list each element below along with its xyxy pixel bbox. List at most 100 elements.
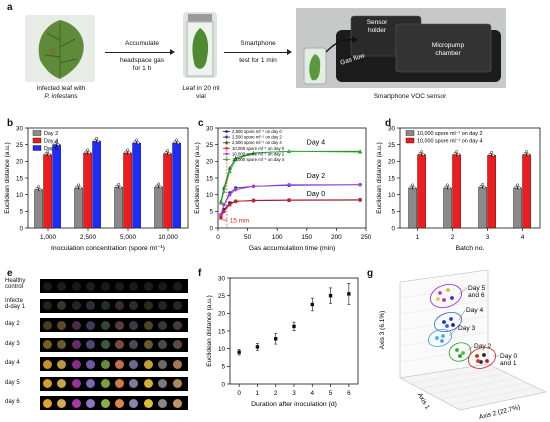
- color-map-spot: [129, 398, 139, 408]
- color-map-row-label-line: Infecte: [5, 297, 24, 304]
- chart-g-z-axis-label: Axis 1: [416, 392, 431, 411]
- color-map-row-label-line: day 2: [5, 321, 20, 327]
- chart-g-floor: [399, 363, 547, 411]
- chart-c-x-tick-label: 150: [301, 234, 312, 241]
- color-map-spot: [57, 320, 67, 330]
- chart-c-x-tick-label: 0: [216, 234, 220, 241]
- chart-f-y-tick-label: 0: [221, 381, 225, 388]
- chart-d-replicate-point: [456, 153, 460, 156]
- chart-c-series-line: [220, 199, 361, 217]
- chart-d-y-tick-label: 10: [388, 192, 396, 199]
- color-map-spot: [71, 340, 81, 349]
- color-map-spot: [158, 281, 168, 291]
- chart-d-legend-swatch: [405, 130, 415, 136]
- chart-d-x-tick-label: 1: [416, 234, 420, 241]
- vial-caption-line2: vial: [196, 93, 206, 100]
- chart-f-x-axis-label: Duration after inoculation (d): [251, 401, 337, 408]
- chart-b-bar: [43, 154, 52, 229]
- color-map-spot: [43, 320, 52, 330]
- chart-g-point: [455, 348, 459, 352]
- chart-g-y-axis-label: Axis 3 (6.1%): [379, 311, 386, 350]
- chart-c-y-tick-label: 20: [206, 159, 214, 166]
- chart-g-gridline: [399, 283, 489, 299]
- chart-d-replicate-point: [491, 153, 495, 157]
- chart-c-point: [227, 169, 232, 173]
- color-difference-map-grid: Healthy control Infecte d-day 1 day 2 day 3 da…: [0, 272, 190, 422]
- chart-c-y-tick-label: 5: [209, 209, 213, 216]
- chart-g-point: [476, 359, 480, 363]
- color-map-spot: [143, 320, 153, 330]
- chart-d-legend-label: 10,000 spore ml⁻¹ on day 4: [417, 139, 482, 145]
- color-map-spot: [115, 398, 124, 408]
- arrow-to-vial: [105, 52, 171, 53]
- chart-b-replicate-point: [47, 153, 51, 156]
- color-map-spot: [86, 398, 96, 408]
- leaf-caption-line1: Infected leaf with: [36, 85, 86, 92]
- chart-c-series-line: [220, 199, 361, 219]
- color-map-spot: [57, 301, 67, 310]
- chart-d-bar: [513, 187, 522, 229]
- chart-c-y-tick-label: 25: [206, 142, 214, 149]
- color-map-row: [40, 357, 188, 371]
- chart-b-bar: [74, 187, 83, 229]
- chart-g-cluster-ellipse: [430, 284, 462, 308]
- chart-g-label-leader: [458, 287, 468, 295]
- sensor-holder-line2: holder: [367, 27, 387, 34]
- chart-c-x-tick-label: 200: [331, 234, 342, 241]
- chart-b-replicate-point: [127, 151, 131, 155]
- chart-f-point: [274, 337, 278, 341]
- chart-b-legend-swatch: [32, 137, 42, 144]
- chart-g-point: [436, 297, 440, 301]
- color-map-spot: [115, 281, 124, 291]
- chart-g-point: [445, 324, 449, 328]
- chart-b-replicate-point: [87, 151, 91, 155]
- color-map-spot: [172, 359, 182, 369]
- chart-d-replicate-point: [418, 152, 422, 156]
- chart-f-y-tick-label: 30: [218, 275, 226, 282]
- chart-c-legend-label: 2,500 spore ml⁻¹ on day 0: [232, 129, 282, 134]
- color-map-spot: [172, 301, 182, 310]
- chart-c-point: [219, 216, 223, 220]
- color-map-row: [40, 376, 188, 391]
- chart-c-point: [358, 150, 363, 154]
- chart-b-replicate-point: [77, 183, 81, 187]
- chart-g-cluster-label: Day 3: [458, 325, 476, 332]
- color-map-spot: [129, 359, 139, 369]
- chart-f-x-tick-label: 2: [274, 390, 278, 397]
- color-map-spot: [158, 398, 168, 408]
- chart-b-bar: [52, 144, 61, 229]
- chart-d-replicate-point: [490, 150, 494, 154]
- chart-c-point: [218, 201, 223, 205]
- color-map-spot: [129, 281, 139, 291]
- chart-d-replicate-point: [481, 182, 485, 186]
- step1-line2: headspace gas: [119, 57, 165, 64]
- color-map-spot: [86, 281, 96, 291]
- chart-g-point: [440, 339, 444, 343]
- chart-d-x-tick-label: 3: [486, 234, 490, 241]
- color-map-spot: [43, 379, 52, 388]
- color-map-spot: [158, 320, 168, 330]
- chart-g-label-leader: [448, 327, 458, 337]
- color-map-spot: [100, 359, 110, 369]
- chart-c-annotation-day0: Day 0: [307, 191, 325, 198]
- chart-f-x-tick-label: 3: [292, 390, 296, 397]
- chart-g-point: [449, 317, 453, 321]
- chart-g-cluster-label: Day 5: [468, 285, 486, 292]
- chart-b-bar: [163, 153, 172, 229]
- panel-f-label: f: [198, 268, 202, 279]
- chart-d-legend-swatch: [405, 137, 415, 144]
- chart-f-point: [310, 302, 314, 307]
- arrow-to-device: [224, 52, 288, 53]
- chart-f-y-tick-label: 10: [218, 346, 226, 353]
- chart-g-cluster-ellipse: [448, 342, 472, 362]
- chart-b-y-tick-label: 30: [16, 125, 24, 132]
- step1-line1: Accumulate: [125, 40, 159, 47]
- color-map-spot: [86, 379, 96, 388]
- color-map-spot: [86, 359, 96, 369]
- color-map-spot: [115, 340, 124, 349]
- panel-g-label: g: [367, 268, 374, 279]
- chart-d-replicate-point: [523, 152, 527, 156]
- chart-b-bar: [154, 186, 163, 229]
